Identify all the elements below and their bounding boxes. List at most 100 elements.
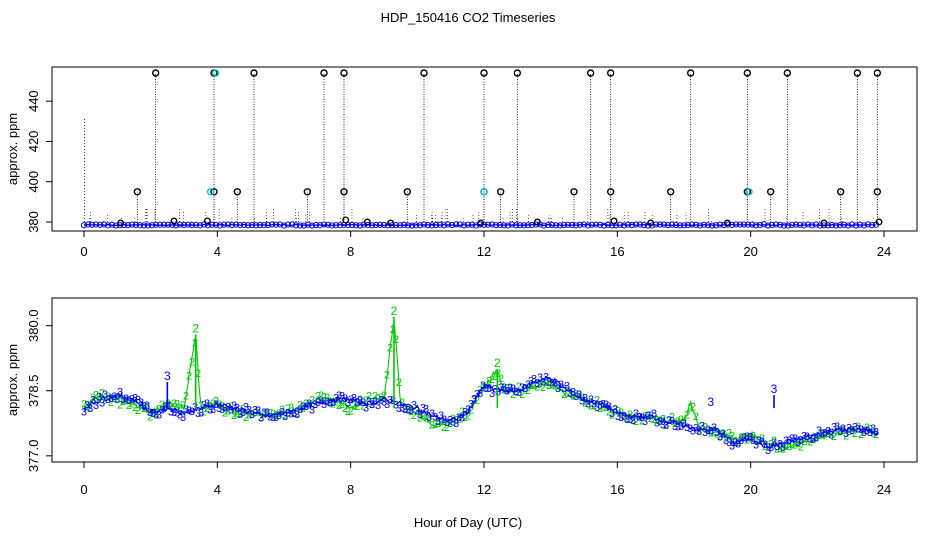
series-marker-3: 3 xyxy=(777,439,783,451)
baseline-point xyxy=(300,222,308,229)
series-marker-3: 3 xyxy=(558,379,564,391)
series-marker-3: 3 xyxy=(753,440,759,452)
series-marker-3: 3 xyxy=(714,427,720,439)
series-marker-2: 2 xyxy=(780,444,786,456)
series-marker-3: 3 xyxy=(114,394,120,406)
series-marker-2: 2 xyxy=(234,408,240,420)
baseline-point xyxy=(80,222,88,229)
series-marker-2: 2 xyxy=(237,408,243,420)
series-marker-2: 2 xyxy=(180,399,186,411)
series-marker-3: 3 xyxy=(516,387,522,399)
series-marker-2: 2 xyxy=(453,415,459,427)
bottom-x-tick-label: 24 xyxy=(877,482,891,497)
saturated-point xyxy=(853,69,862,77)
baseline-point xyxy=(452,221,460,228)
baseline-point xyxy=(296,222,304,229)
series-marker-3: 3 xyxy=(489,388,495,400)
series-marker-3: 3 xyxy=(474,389,480,401)
series-marker-2: 2 xyxy=(678,414,684,426)
series-marker-2: 2 xyxy=(225,405,231,417)
baseline-point xyxy=(136,222,144,229)
baseline-point xyxy=(836,222,844,229)
baseline-point xyxy=(88,221,96,228)
series-marker-3: 3 xyxy=(627,414,633,426)
series-marker-2: 2 xyxy=(693,411,699,423)
series-marker-2: 2 xyxy=(420,411,426,423)
series-marker-2: 2 xyxy=(705,424,711,436)
series-marker-2: 2 xyxy=(519,389,525,401)
series-marker-2: 2 xyxy=(396,377,402,389)
series-marker-3: 3 xyxy=(135,394,141,406)
series-marker-2: 2 xyxy=(726,428,732,440)
series-marker-2: 2 xyxy=(171,398,177,410)
series-marker-3: 3 xyxy=(438,410,444,422)
top-y-tick-label: 400 xyxy=(26,171,41,193)
series-marker-3: 3 xyxy=(579,395,585,407)
series-marker-2: 2 xyxy=(336,400,342,412)
baseline-point xyxy=(568,221,576,229)
series-marker-3: 3 xyxy=(462,406,468,418)
series-marker-2: 2 xyxy=(858,429,864,441)
series-marker-3: 3 xyxy=(249,409,255,421)
series-marker-2: 2 xyxy=(531,379,537,391)
series-marker-2: 2 xyxy=(855,421,861,433)
series-marker-2: 2 xyxy=(681,417,687,429)
series-marker-3: 3 xyxy=(852,422,858,434)
series-marker-3: 3 xyxy=(345,397,351,409)
series-marker-3: 3 xyxy=(315,397,321,409)
saturated-point xyxy=(480,69,488,77)
top-x-axis: 0 4 8 12 16 20 24 xyxy=(80,231,891,259)
baseline-point xyxy=(864,221,872,228)
series-marker-2: 2 xyxy=(156,403,162,415)
baseline-point xyxy=(796,221,804,228)
series-marker-3: 3 xyxy=(291,408,297,420)
baseline-point xyxy=(584,222,592,229)
bottom-y-tick-label: 380.0 xyxy=(26,309,41,342)
series-marker-3: 3 xyxy=(108,393,114,405)
series-marker-3: 3 xyxy=(591,399,597,411)
series-marker-2: 2 xyxy=(459,406,465,418)
baseline-point xyxy=(216,222,224,229)
series-marker-3: 3 xyxy=(225,402,231,414)
series-marker-2: 2 xyxy=(366,390,372,402)
series-marker-3: 3 xyxy=(426,412,432,424)
series-marker-3: 3 xyxy=(348,394,354,406)
series-marker-3: 3 xyxy=(816,425,822,437)
series-marker-2: 2 xyxy=(162,401,168,413)
x-axis-label: Hour of Day (UTC) xyxy=(414,515,522,530)
series-marker-3: 3 xyxy=(399,402,405,414)
series-marker-3: 3 xyxy=(867,427,873,439)
series-marker-2: 2 xyxy=(870,428,876,440)
top-panel: approx. ppm 0 4 8 12 16 20 24 380 400 420 440 xyxy=(5,66,918,259)
baseline-point xyxy=(588,221,596,228)
series-marker-3: 3 xyxy=(759,436,765,448)
saturated-point xyxy=(320,69,328,77)
baseline-point xyxy=(492,222,500,229)
baseline-point xyxy=(548,221,556,229)
series-marker-2: 2 xyxy=(759,433,765,445)
series-marker-2: 2 xyxy=(627,409,633,421)
baseline-point xyxy=(336,222,344,229)
baseline-point xyxy=(284,221,292,228)
baseline-point xyxy=(396,222,404,229)
series-marker-2: 2 xyxy=(630,414,636,426)
series-marker-2: 2 xyxy=(315,390,321,402)
baseline-point xyxy=(208,221,216,228)
series-marker-2: 2 xyxy=(717,430,723,442)
baseline-series-line xyxy=(83,223,876,227)
series-marker-2: 2 xyxy=(501,385,507,397)
series-marker-3: 3 xyxy=(855,423,861,435)
series-marker-3: 3 xyxy=(213,399,219,411)
baseline-point xyxy=(740,221,748,228)
baseline-point xyxy=(704,222,712,229)
series-marker-3: 3 xyxy=(705,425,711,437)
baseline-point xyxy=(408,222,416,229)
minor-point xyxy=(203,217,211,225)
series-marker-3: 3 xyxy=(597,400,603,412)
baseline-point xyxy=(656,221,664,228)
series-marker-3: 3 xyxy=(366,396,372,408)
series-marker-2: 2 xyxy=(408,406,414,418)
series-marker-3: 3 xyxy=(267,412,273,424)
series-marker-3: 3 xyxy=(105,394,111,406)
